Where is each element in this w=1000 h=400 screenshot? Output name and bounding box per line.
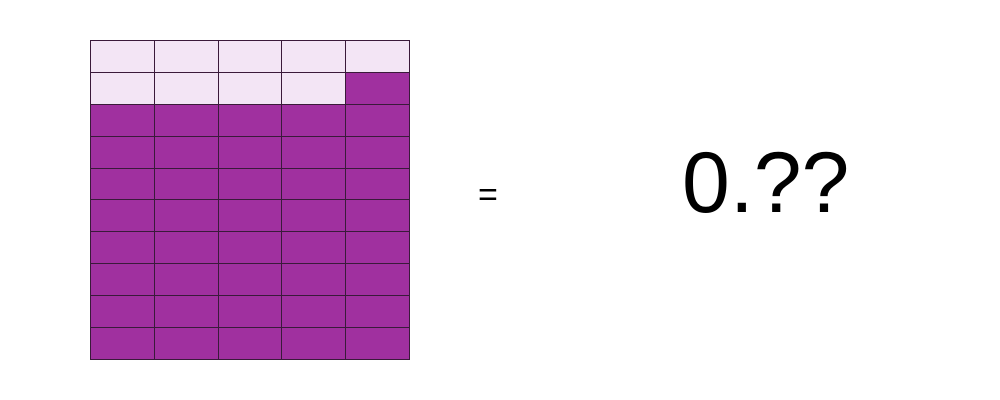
- grid-cell-unshaded: [154, 41, 219, 73]
- grid-cell-shaded: [346, 200, 410, 233]
- grid-cell-shaded: [154, 264, 219, 297]
- grid-cell-shaded: [218, 104, 283, 137]
- grid-cell-shaded: [154, 168, 219, 201]
- equals-sign: =: [478, 176, 498, 214]
- grid-cell-shaded: [282, 296, 347, 329]
- grid-cell-shaded: [346, 168, 410, 201]
- grid-cell-shaded: [154, 296, 219, 329]
- grid-cell-shaded: [154, 104, 219, 137]
- grid-cell-shaded: [346, 136, 410, 169]
- grid-cell-unshaded: [282, 72, 347, 105]
- decimal-result: 0.??: [682, 135, 850, 231]
- grid-cell-shaded: [154, 232, 219, 265]
- grid-cell-shaded: [218, 168, 283, 201]
- grid-cell-shaded: [154, 136, 219, 169]
- grid-cell-shaded: [346, 264, 410, 297]
- grid-cell-shaded: [154, 200, 219, 233]
- grid-cell-unshaded: [346, 41, 410, 73]
- grid-cell-unshaded: [91, 41, 155, 73]
- grid-cell-shaded: [218, 232, 283, 265]
- grid-cell-shaded: [91, 168, 155, 201]
- grid-cell-shaded: [91, 232, 155, 265]
- grid-cell-shaded: [346, 328, 410, 360]
- grid-cell-shaded: [218, 296, 283, 329]
- grid-cell-shaded: [282, 264, 347, 297]
- grid-cell-shaded: [91, 264, 155, 297]
- grid-cell-shaded: [282, 104, 347, 137]
- grid-cell-shaded: [218, 200, 283, 233]
- grid-cell-shaded: [282, 168, 347, 201]
- grid-cell-unshaded: [91, 72, 155, 105]
- grid-cell-shaded: [282, 200, 347, 233]
- grid-cell-shaded: [346, 72, 410, 105]
- grid-cell-shaded: [91, 104, 155, 137]
- grid-cell-shaded: [218, 328, 283, 360]
- grid-cell-shaded: [91, 328, 155, 360]
- grid-cell-shaded: [346, 296, 410, 329]
- grid-cell-shaded: [91, 136, 155, 169]
- grid-cell-unshaded: [218, 41, 283, 73]
- grid-cell-shaded: [282, 136, 347, 169]
- grid-cell-unshaded: [218, 72, 283, 105]
- grid-cell-shaded: [218, 136, 283, 169]
- grid-cell-shaded: [346, 104, 410, 137]
- grid-cell-shaded: [154, 328, 219, 360]
- grid-cell-unshaded: [282, 41, 347, 73]
- grid-cell-shaded: [346, 232, 410, 265]
- grid-cell-shaded: [282, 232, 347, 265]
- grid-cell-shaded: [218, 264, 283, 297]
- fraction-grid: [90, 40, 410, 360]
- grid-cell-shaded: [91, 296, 155, 329]
- grid-cell-unshaded: [154, 72, 219, 105]
- grid-cell-shaded: [91, 200, 155, 233]
- grid-cell-shaded: [282, 328, 347, 360]
